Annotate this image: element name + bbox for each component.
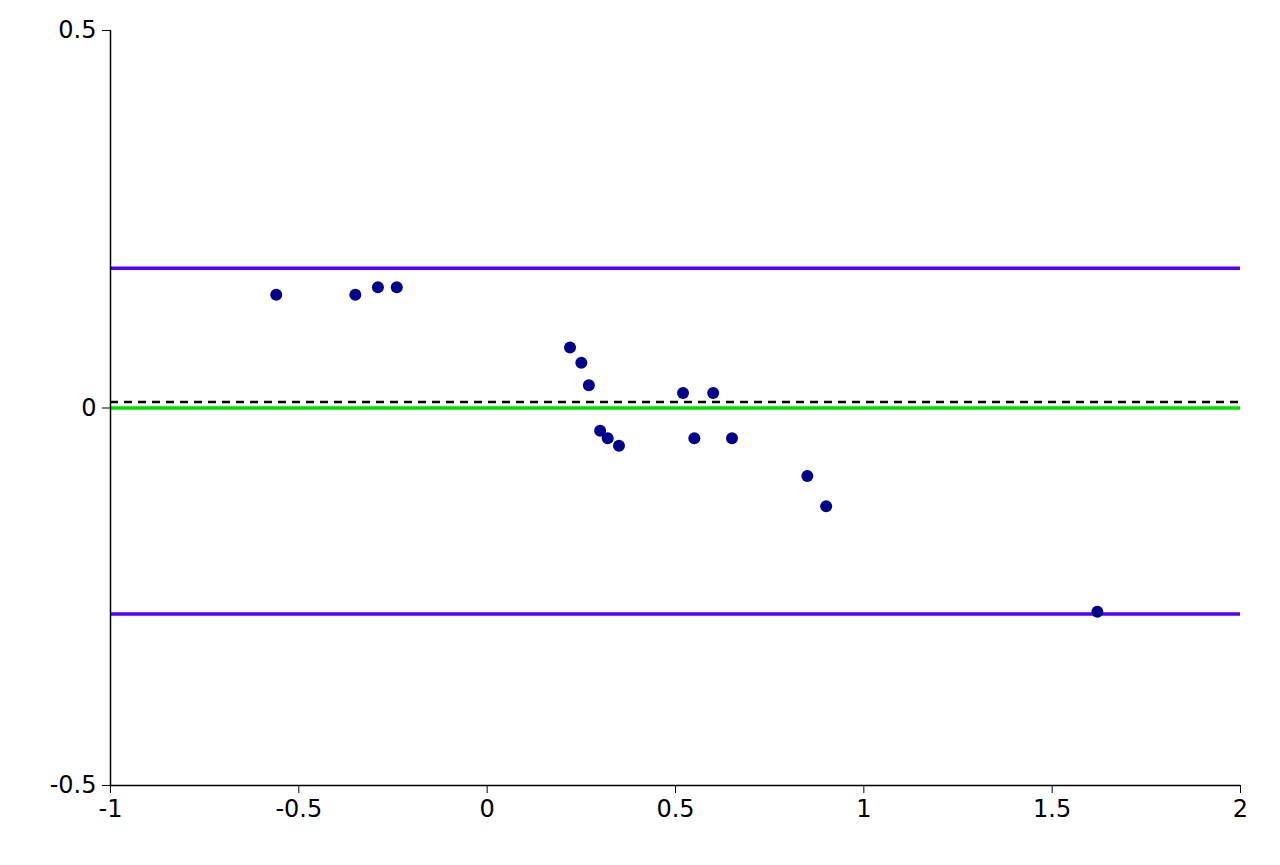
svg-text:-0.5: -0.5 bbox=[275, 795, 322, 823]
svg-text:0.5: 0.5 bbox=[58, 16, 96, 44]
svg-text:1: 1 bbox=[856, 795, 871, 823]
svg-text:1.5: 1.5 bbox=[1033, 795, 1071, 823]
svg-text:-0.5: -0.5 bbox=[50, 771, 97, 799]
svg-text:2: 2 bbox=[1233, 795, 1248, 823]
svg-text:-1: -1 bbox=[99, 795, 123, 823]
svg-text:0: 0 bbox=[81, 394, 96, 422]
svg-text:0: 0 bbox=[480, 795, 495, 823]
svg-text:0.5: 0.5 bbox=[656, 795, 694, 823]
